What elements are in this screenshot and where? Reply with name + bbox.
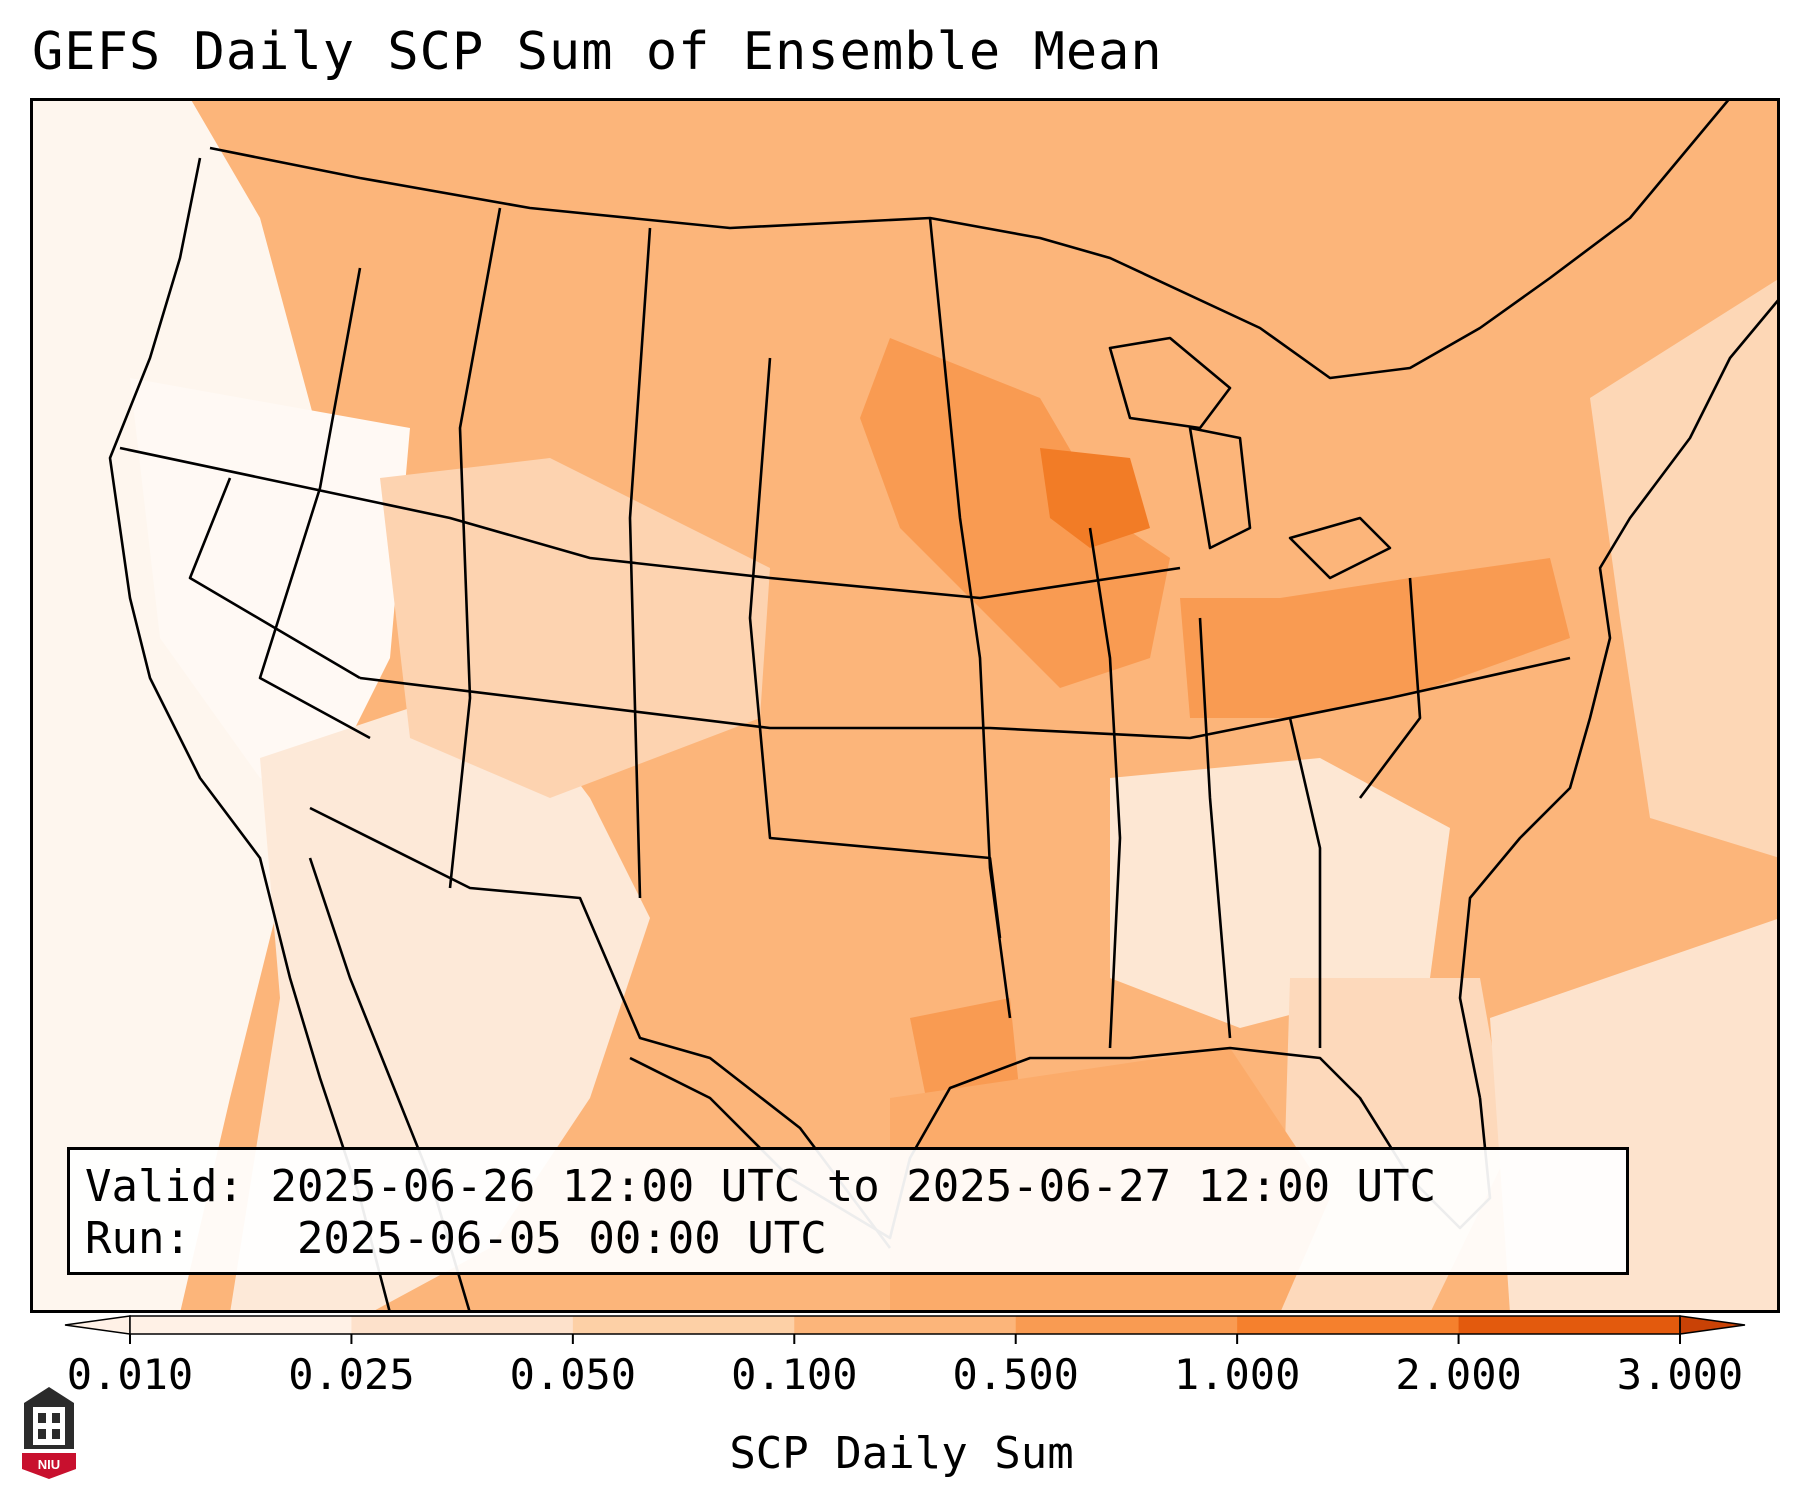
state-line-11 <box>1288 717 1322 1048</box>
state-line-3 <box>188 477 361 680</box>
colorbar-tick-label: 2.000 <box>1395 1350 1521 1399</box>
colorbar-segment <box>1015 1316 1238 1334</box>
colorbar-segment <box>1237 1316 1460 1334</box>
wisconsin-max-region <box>1040 448 1150 548</box>
west-coastline <box>108 157 392 1313</box>
valid-time-box: Valid: 2025-06-26 12:00 UTC to 2025-06-2… <box>67 1147 1629 1275</box>
state-line-12 <box>1358 577 1422 799</box>
colorbar-segment <box>1458 1316 1681 1334</box>
great-lakes-outline-1 <box>1108 336 1232 430</box>
state-line-9 <box>1088 527 1122 1049</box>
map-frame <box>30 98 1780 1313</box>
southeast-light-region <box>1110 758 1450 1028</box>
colorbar-segment <box>572 1316 795 1334</box>
west-coast-light-region <box>30 98 360 1313</box>
great-basin-light-region <box>130 378 410 798</box>
colorbar-tick-label: 0.010 <box>67 1350 193 1399</box>
valid-label: Valid: <box>85 1161 244 1212</box>
state-line-8 <box>928 217 1012 1019</box>
atlantic-coastline <box>1458 297 1780 1099</box>
figure-title: GEFS Daily SCP Sum of Ensemble Mean <box>32 22 1163 82</box>
valid-line: Valid: 2025-06-26 12:00 UTC to 2025-06-2… <box>85 1162 1436 1212</box>
colorbar: 0.010 0.025 0.050 0.100 0.500 1.000 2.000 3.000 <box>64 1315 1746 1399</box>
colorbar-ticks: 0.010 0.025 0.050 0.100 0.500 1.000 2.000 3.000 <box>67 1334 1743 1399</box>
run-value: 2025-06-05 00:00 UTC <box>296 1213 827 1264</box>
colorbar-tick-label: 1.000 <box>1174 1350 1300 1399</box>
canada-us-border <box>209 98 1731 380</box>
valid-value: 2025-06-26 12:00 UTC to 2025-06-27 12:00… <box>270 1161 1437 1212</box>
colorbar-tick-label: 0.100 <box>731 1350 857 1399</box>
state-line-1 <box>258 267 371 740</box>
state-line-7 <box>628 227 652 899</box>
ohio-valley-dark-region <box>1180 558 1570 718</box>
us-mexico-border <box>309 806 892 1249</box>
state-line-4 <box>359 656 1571 740</box>
colorbar-tick-label: 0.025 <box>288 1350 414 1399</box>
state-line-6 <box>448 207 502 889</box>
scp-map <box>30 98 1780 1313</box>
colorbar-tick-label: 3.000 <box>1617 1350 1743 1399</box>
run-label: Run: <box>85 1213 191 1264</box>
rockies-medium-region <box>380 458 770 798</box>
upper-midwest-dark-region <box>860 338 1170 688</box>
colorbar-segments <box>64 1315 1746 1335</box>
niu-logo-icon: NIU <box>22 1387 76 1479</box>
colorbar-outline <box>129 1315 1681 1335</box>
colorbar-extend-max <box>1679 1315 1746 1335</box>
logo-text: NIU <box>38 1457 60 1472</box>
atlantic-northeast-light-region <box>1590 278 1780 858</box>
colorbar-tick-label: 0.500 <box>952 1350 1078 1399</box>
colorbar-segment <box>351 1316 574 1334</box>
colorbar-segment <box>130 1316 352 1334</box>
great-lakes-outline-3 <box>1288 516 1392 580</box>
state-line-10 <box>1198 617 1232 1039</box>
colorbar-tick-label: 0.050 <box>510 1350 636 1399</box>
colorbar-label: SCP Daily Sum <box>729 1428 1074 1479</box>
run-line: Run: 2025-06-05 00:00 UTC <box>85 1214 827 1264</box>
colorbar-segment <box>794 1316 1017 1334</box>
state-line-2 <box>119 446 1181 600</box>
colorbar-extend-min <box>64 1315 131 1335</box>
great-lakes-outline-2 <box>1188 426 1252 550</box>
